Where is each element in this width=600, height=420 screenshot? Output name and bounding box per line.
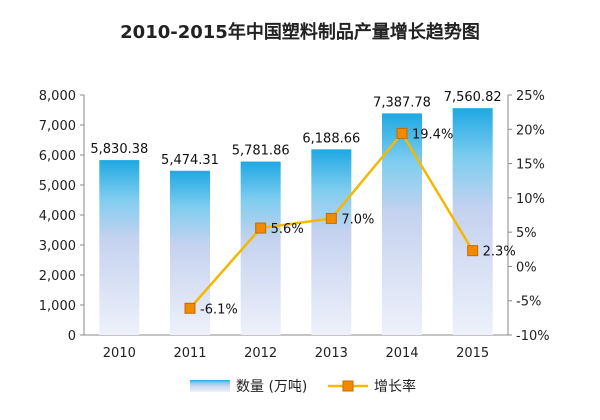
growth-rate-label: 5.6% [271, 222, 304, 237]
y-tick-label-left: 8,000 [39, 89, 76, 104]
x-tick-label: 2013 [315, 346, 348, 361]
bar [99, 160, 140, 335]
bar-value-label: 5,474.31 [161, 153, 219, 168]
y-tick-label-right: 10% [516, 192, 545, 207]
y-tick-label-right: 15% [516, 158, 545, 173]
y-tick-label-left: 1,000 [39, 299, 76, 314]
bar [382, 113, 422, 335]
y-tick-label-right: 5% [516, 226, 537, 241]
bar-value-label: 5,781.86 [232, 144, 290, 159]
legend-swatch-bar [190, 380, 230, 392]
y-tick-label-left: 2,000 [39, 269, 76, 284]
y-tick-label-right: 0% [516, 260, 537, 275]
bar [452, 108, 493, 335]
bar-value-label: 7,387.78 [373, 95, 431, 110]
y-tick-label-left: 7,000 [39, 119, 76, 134]
y-tick-label-left: 4,000 [39, 209, 76, 224]
legend-swatch-marker [342, 380, 354, 392]
legend-label-bar: 数量 (万吨) [236, 379, 307, 395]
y-tick-label-left: 6,000 [39, 149, 76, 164]
y-tick-label-right: 25% [516, 89, 545, 104]
x-tick-label: 2011 [173, 346, 206, 361]
x-tick-label: 2012 [244, 346, 277, 361]
growth-rate-label: 19.4% [412, 127, 453, 142]
growth-rate-label: 7.0% [341, 212, 374, 227]
y-tick-label-right: -5% [516, 295, 541, 310]
y-tick-label-left: 0 [68, 329, 76, 344]
bar-value-label: 6,188.66 [302, 131, 360, 146]
x-tick-label: 2015 [456, 346, 489, 361]
growth-rate-marker [396, 127, 408, 139]
chart-title: 2010-2015年中国塑料制品产量增长趋势图 [120, 22, 480, 43]
legend-label-line: 增长率 [374, 378, 416, 395]
y-tick-label-left: 3,000 [39, 239, 76, 254]
x-tick-label: 2010 [103, 346, 136, 361]
growth-rate-marker [255, 222, 267, 234]
growth-rate-marker [467, 245, 479, 257]
growth-rate-marker [325, 212, 337, 224]
bar-value-label: 5,830.38 [90, 142, 148, 157]
bar [240, 161, 281, 335]
y-tick-label-left: 5,000 [39, 179, 76, 194]
growth-rate-marker [184, 302, 196, 314]
y-tick-label-right: 20% [516, 123, 545, 138]
bar-value-label: 7,560.82 [444, 90, 502, 105]
growth-rate-label: 2.3% [483, 245, 516, 260]
bar [311, 149, 352, 335]
growth-rate-label: -6.1% [200, 302, 238, 317]
y-tick-label-right: -10% [516, 329, 550, 344]
x-tick-label: 2014 [385, 346, 418, 361]
